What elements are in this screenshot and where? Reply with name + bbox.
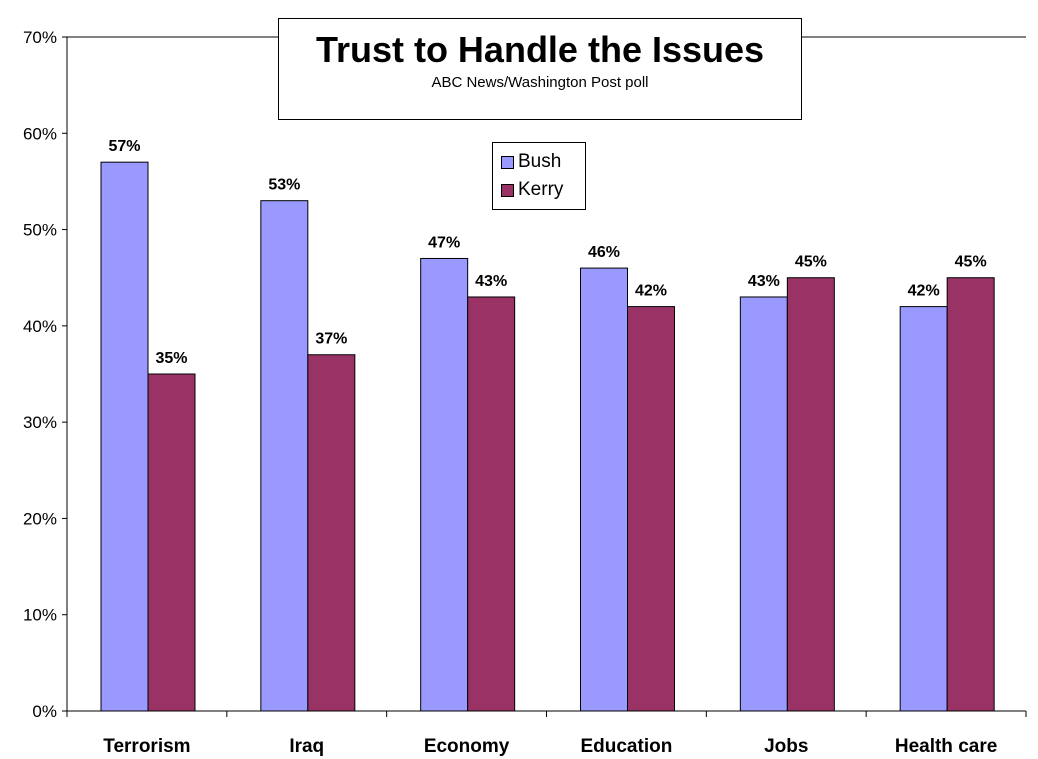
bar-kerry [307, 354, 356, 712]
chart-title-box: Trust to Handle the Issues ABC News/Wash… [278, 18, 802, 120]
y-tick-label: 40% [23, 317, 57, 336]
x-category-label: Terrorism [103, 736, 190, 757]
data-label: 45% [955, 254, 987, 271]
bar-bush [100, 161, 149, 712]
x-category-label: Jobs [764, 736, 808, 757]
data-label: 45% [795, 254, 827, 271]
legend: Bush Kerry [492, 142, 586, 210]
legend-label-bush: Bush [518, 151, 562, 172]
data-label: 53% [268, 177, 300, 194]
data-label: 47% [428, 234, 460, 251]
x-category-label: Health care [895, 736, 997, 757]
bar-kerry [786, 277, 835, 712]
chart-title: Trust to Handle the Issues [315, 29, 765, 70]
data-label: 35% [155, 350, 187, 367]
bar-bush [420, 257, 469, 712]
legend-label-kerry: Kerry [518, 179, 564, 200]
data-label: 42% [635, 283, 667, 300]
bar-kerry [946, 277, 995, 712]
x-category-label: Economy [424, 736, 510, 757]
bar-bush [899, 306, 948, 712]
data-label: 57% [108, 138, 140, 155]
bar-bush [739, 296, 788, 712]
chart-subtitle: ABC News/Washington Post poll [431, 74, 649, 91]
legend-swatch-bush [501, 155, 514, 169]
y-tick-label: 0% [32, 702, 57, 721]
bar-kerry [467, 296, 516, 712]
y-tick-label: 50% [23, 221, 57, 240]
y-tick-label: 60% [23, 124, 57, 143]
y-tick-label: 10% [23, 606, 57, 625]
bar-kerry [147, 373, 196, 712]
bar-bush [260, 200, 309, 712]
data-label: 43% [475, 273, 507, 290]
x-category-label: Iraq [289, 736, 324, 757]
bar-kerry [627, 306, 675, 712]
data-label: 46% [588, 244, 620, 261]
y-tick-label: 30% [23, 413, 57, 432]
legend-item-bush: Bush [501, 151, 561, 173]
y-tick-label: 70% [23, 28, 57, 47]
data-label: 42% [908, 283, 940, 300]
y-tick-label: 20% [23, 509, 57, 528]
x-category-label: Education [580, 736, 672, 757]
legend-item-kerry: Kerry [501, 179, 563, 201]
legend-swatch-kerry [501, 183, 514, 197]
bar-bush [580, 267, 628, 712]
data-label: 43% [748, 273, 780, 290]
data-label: 37% [315, 331, 347, 348]
